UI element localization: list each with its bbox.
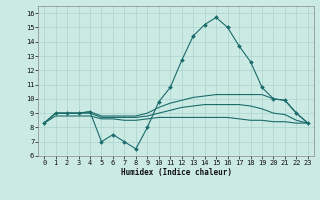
X-axis label: Humidex (Indice chaleur): Humidex (Indice chaleur) xyxy=(121,168,231,177)
